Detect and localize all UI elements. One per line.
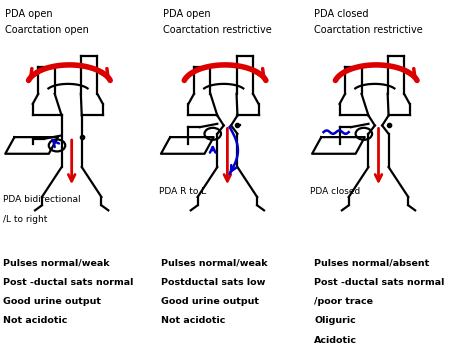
Text: PDA R to L: PDA R to L: [159, 187, 206, 196]
Text: Coarctation restrictive: Coarctation restrictive: [163, 24, 272, 34]
Text: Pulses normal/weak: Pulses normal/weak: [3, 258, 109, 268]
Text: Not acidotic: Not acidotic: [161, 316, 225, 325]
Text: PDA open: PDA open: [163, 9, 211, 19]
Text: Good urine output: Good urine output: [3, 297, 101, 306]
Text: /L to right: /L to right: [3, 215, 47, 224]
Text: Postductal sats low: Postductal sats low: [161, 278, 265, 287]
Text: PDA closed: PDA closed: [314, 9, 369, 19]
Text: /poor trace: /poor trace: [314, 297, 374, 306]
Text: Oliguric: Oliguric: [314, 316, 356, 325]
Text: PDA open: PDA open: [5, 9, 53, 19]
Text: PDA closed: PDA closed: [310, 187, 360, 196]
Text: Post -ductal sats normal: Post -ductal sats normal: [314, 278, 445, 287]
Text: Pulses normal/absent: Pulses normal/absent: [314, 258, 429, 268]
Text: Pulses normal/weak: Pulses normal/weak: [161, 258, 268, 268]
Text: Coarctation open: Coarctation open: [5, 24, 89, 34]
Text: Good urine output: Good urine output: [161, 297, 259, 306]
Text: PDA bidirectional: PDA bidirectional: [3, 195, 81, 204]
Text: Post -ductal sats normal: Post -ductal sats normal: [3, 278, 133, 287]
Text: Acidotic: Acidotic: [314, 336, 357, 345]
Text: Coarctation restrictive: Coarctation restrictive: [314, 24, 423, 34]
Text: Not acidotic: Not acidotic: [3, 316, 67, 325]
